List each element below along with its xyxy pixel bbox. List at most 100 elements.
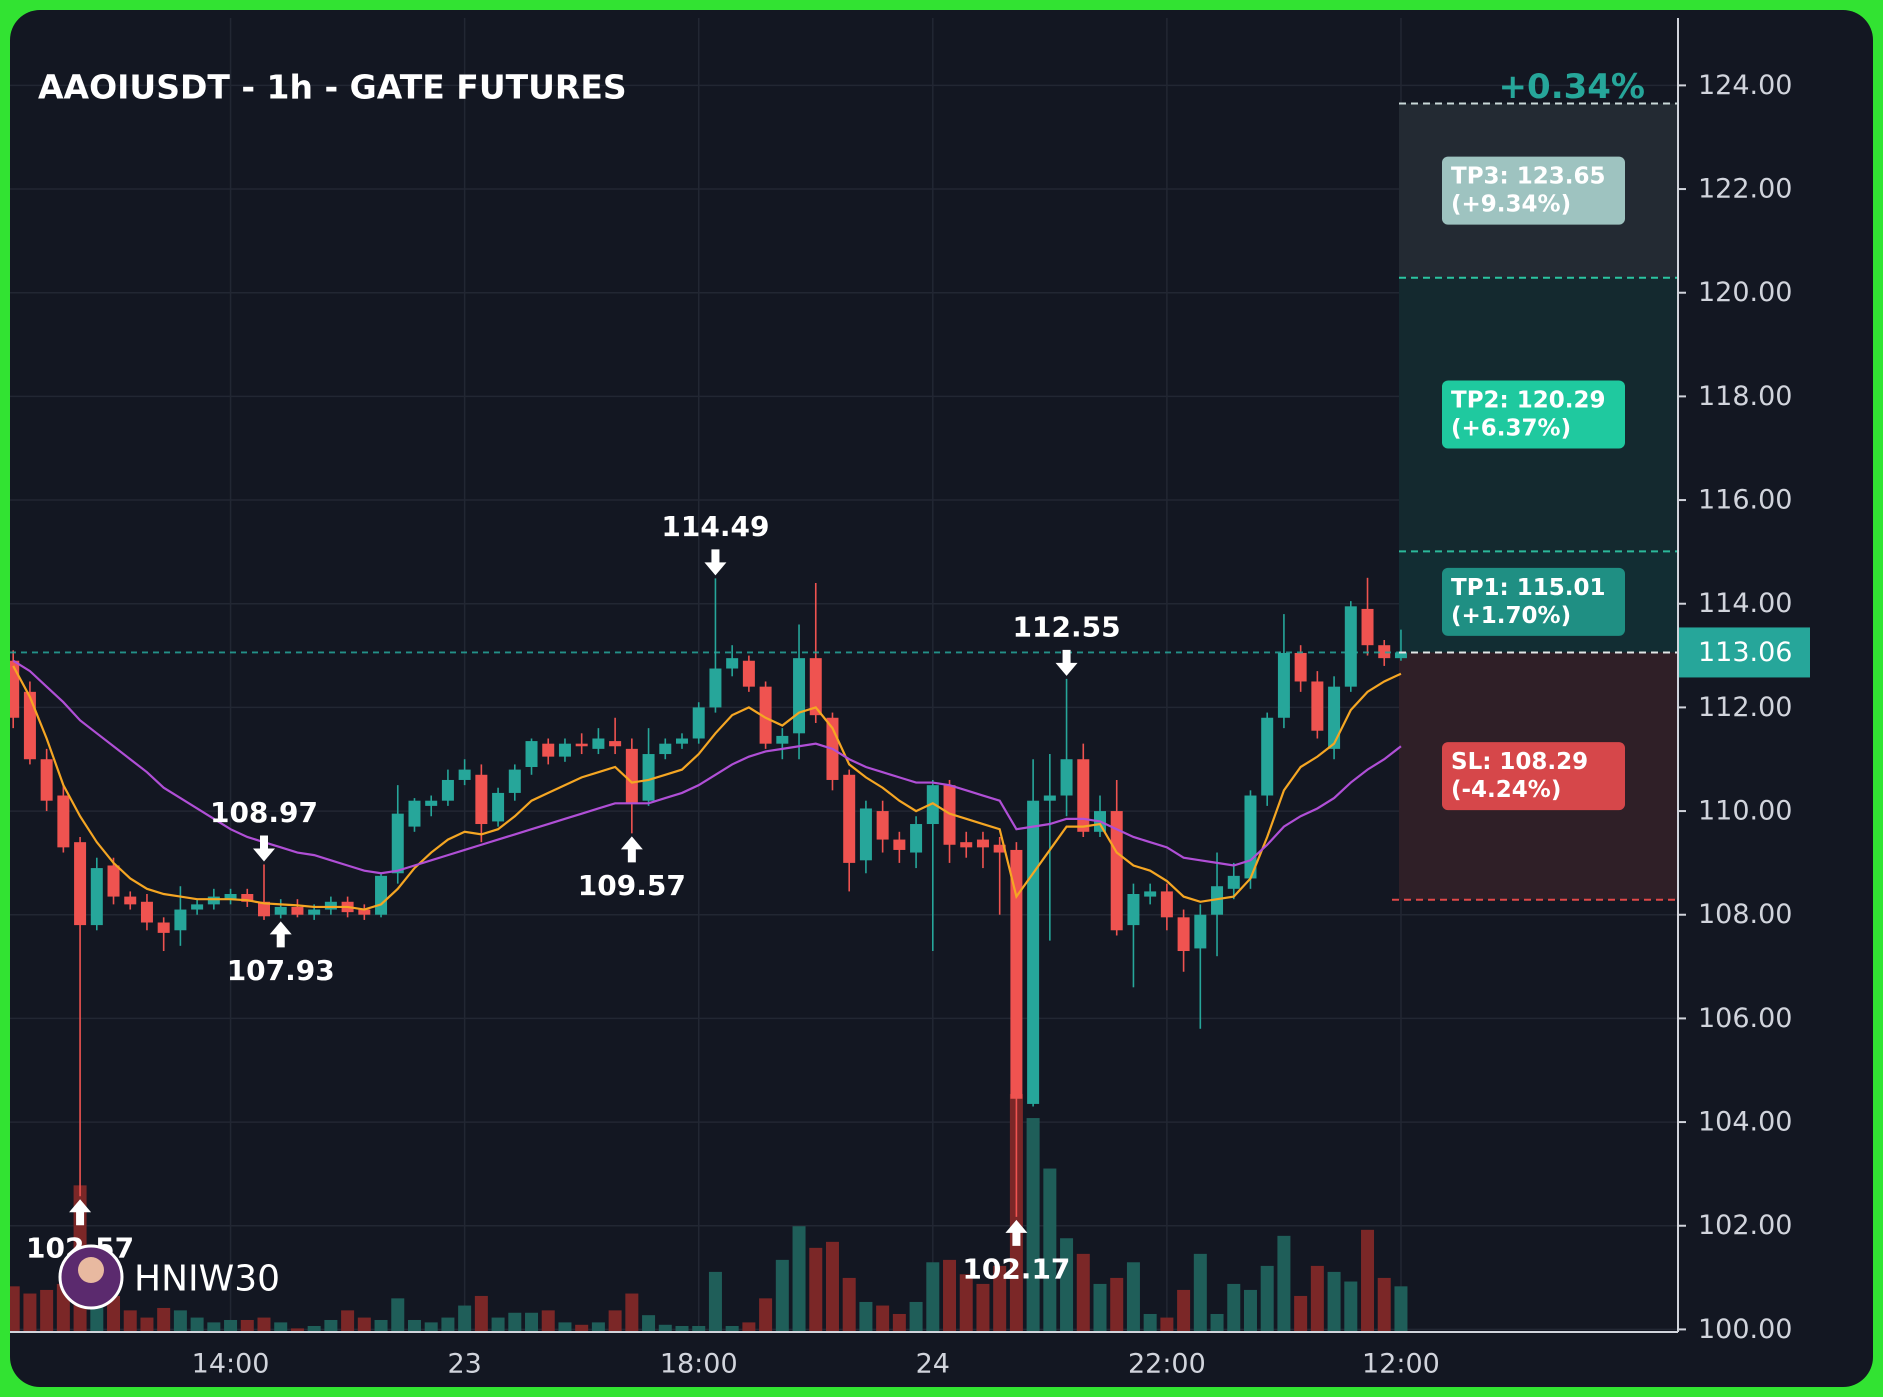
level-label-box	[1442, 380, 1625, 449]
candle-body	[492, 792, 505, 822]
volume-bar	[508, 1312, 522, 1332]
pivot-arrow	[704, 549, 727, 576]
volume-bar	[1327, 1271, 1341, 1332]
y-tick-label: 104.00	[1698, 1107, 1792, 1138]
avatar-face	[78, 1257, 104, 1283]
pivot-label: 108.97	[210, 796, 318, 829]
candle-body	[124, 896, 137, 905]
candle-body	[57, 795, 70, 848]
volume-bar	[1294, 1295, 1308, 1332]
volume-bar	[909, 1301, 923, 1332]
volume-bar	[1210, 1313, 1224, 1332]
candle-body	[910, 824, 923, 853]
level-change: (-4.24%)	[1451, 777, 1561, 803]
pivot-label: 109.57	[578, 869, 686, 902]
candle-body	[558, 743, 571, 757]
candle-body	[40, 759, 53, 801]
y-tick-label: 122.00	[1698, 174, 1792, 205]
volume-bar	[708, 1271, 722, 1332]
volume-bar	[675, 1325, 689, 1332]
pivot-arrow	[253, 835, 275, 862]
volume-bar	[341, 1310, 355, 1332]
volume-bar	[391, 1298, 405, 1332]
candle-body	[274, 906, 287, 915]
volume-bar	[825, 1241, 839, 1332]
volume-bar	[1193, 1253, 1207, 1332]
candle-body	[324, 901, 337, 910]
x-tick-label: 22:00	[1128, 1349, 1206, 1380]
volume-bar	[240, 1319, 254, 1332]
volume-bar	[541, 1310, 555, 1332]
volume-bar	[1361, 1229, 1375, 1332]
volume-bar	[842, 1277, 856, 1332]
volume-bar	[943, 1259, 957, 1332]
volume-bar	[307, 1325, 321, 1332]
x-tick-label: 14:00	[192, 1349, 270, 1380]
volume-bar	[608, 1310, 622, 1332]
candle-body	[107, 865, 120, 897]
volume-bar	[190, 1317, 204, 1332]
y-tick-label: 120.00	[1698, 277, 1792, 308]
candle-body	[993, 844, 1006, 853]
volume-bar	[625, 1293, 639, 1332]
candle-body	[1378, 645, 1391, 659]
pivot-arrow	[620, 836, 643, 863]
volume-bar	[474, 1295, 488, 1332]
candle-body	[224, 894, 237, 900]
level-change: (+1.70%)	[1451, 603, 1571, 629]
level-label-box	[1442, 156, 1625, 225]
y-tick-label: 116.00	[1698, 485, 1792, 516]
y-tick-label: 106.00	[1698, 1003, 1792, 1034]
level-label: TP3: 123.65	[1451, 164, 1606, 190]
volume-bar	[926, 1262, 940, 1332]
candle-body	[1177, 917, 1190, 952]
volume-bar	[1277, 1235, 1291, 1332]
last-price-label: 113.06	[1698, 637, 1792, 668]
candle-body	[1277, 652, 1290, 718]
volume-bar	[1076, 1253, 1090, 1332]
volume-bar	[976, 1283, 990, 1332]
pivot-label: 102.17	[962, 1252, 1070, 1285]
candle-body	[592, 738, 605, 749]
pivot-arrow	[269, 921, 292, 948]
volume-bar	[742, 1322, 756, 1332]
candle-body	[676, 738, 688, 744]
candle-body	[1060, 759, 1073, 796]
candle-body	[893, 839, 906, 850]
volume-bar	[491, 1317, 505, 1332]
pivot-arrow	[1055, 649, 1078, 676]
volume-bar	[1026, 1118, 1040, 1332]
level-label: SL: 108.29	[1451, 749, 1588, 775]
volume-bar	[1310, 1265, 1324, 1332]
volume-bar	[1227, 1283, 1241, 1332]
candle-body	[859, 808, 872, 861]
volume-bar	[876, 1305, 890, 1332]
volume-bar	[1243, 1289, 1257, 1332]
candle-body	[1160, 891, 1173, 918]
header-change: +0.34%	[1499, 67, 1645, 107]
volume-bar	[1126, 1262, 1140, 1332]
volume-bar	[140, 1317, 154, 1332]
candle-body	[191, 904, 204, 910]
candle-body	[642, 754, 655, 801]
candle-body	[1077, 759, 1090, 832]
last-price-box	[1678, 627, 1810, 678]
volume-bar	[759, 1298, 773, 1332]
volume-bar	[207, 1322, 221, 1332]
candle-body	[308, 909, 321, 915]
volume-bar	[1177, 1289, 1191, 1332]
candle-body	[1027, 800, 1040, 1104]
candle-body	[960, 842, 973, 848]
volume-bar	[1143, 1313, 1157, 1332]
level-change: (+6.37%)	[1451, 416, 1571, 442]
candle-body	[174, 909, 187, 931]
candle-body	[1361, 608, 1374, 646]
volume-bar	[792, 1226, 806, 1332]
volume-bar	[458, 1305, 472, 1332]
candle-body	[625, 748, 638, 804]
volume-bar	[959, 1274, 973, 1332]
volume-bar	[725, 1325, 739, 1332]
y-tick-label: 110.00	[1698, 796, 1792, 827]
